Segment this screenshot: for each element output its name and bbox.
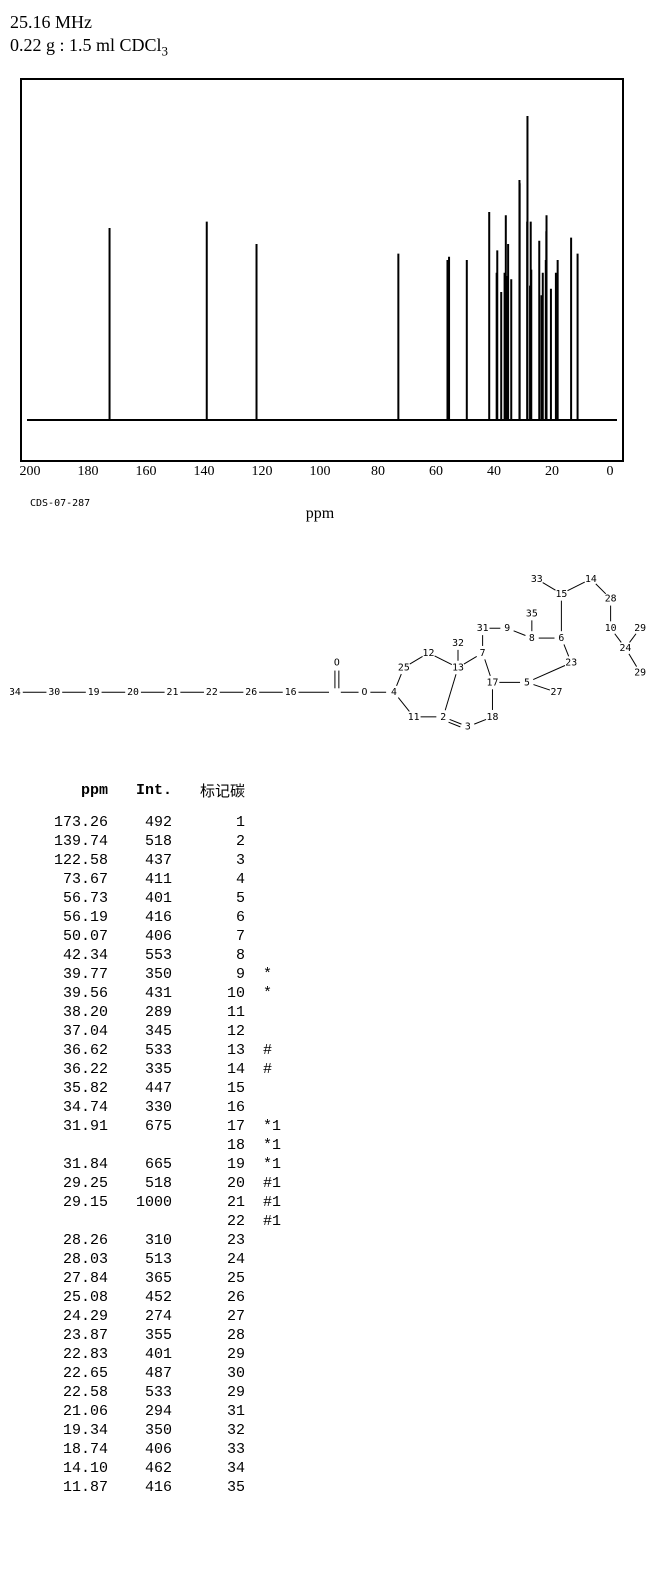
table-row: 173.264921 xyxy=(40,813,295,832)
table-row: 36.2233514# xyxy=(40,1060,295,1079)
table-row: 18.7440633 xyxy=(40,1440,295,1459)
svg-text:34: 34 xyxy=(10,687,21,698)
svg-text:17: 17 xyxy=(487,677,499,688)
table-row: 24.2927427 xyxy=(40,1307,295,1326)
axis-tick: 160 xyxy=(136,464,157,480)
table-row: 22.6548730 xyxy=(40,1364,295,1383)
table-row: 35.8244715 xyxy=(40,1079,295,1098)
header-line-2: 0.22 g : 1.5 ml CDCl3 xyxy=(10,35,641,60)
table-row: 73.674114 xyxy=(40,870,295,889)
table-row: 22.8340129 xyxy=(40,1345,295,1364)
svg-text:29: 29 xyxy=(634,623,646,634)
table-row: 38.2028911 xyxy=(40,1003,295,1022)
table-row: 42.345538 xyxy=(40,946,295,965)
svg-text:12: 12 xyxy=(423,647,435,658)
table-row: 19.3435032 xyxy=(40,1421,295,1440)
header-line-2-sub: 3 xyxy=(162,44,169,59)
axis-tick: 140 xyxy=(194,464,215,480)
svg-text:29: 29 xyxy=(634,667,646,678)
axis-tick: 0 xyxy=(607,464,614,480)
table-row: 18*1 xyxy=(40,1136,295,1155)
axis-tick: 200 xyxy=(20,464,41,480)
axis-tick: 20 xyxy=(545,464,559,480)
col-ppm: ppm xyxy=(40,778,122,803)
table-row: 31.8466519*1 xyxy=(40,1155,295,1174)
svg-text:11: 11 xyxy=(408,711,420,722)
svg-text:28: 28 xyxy=(605,593,617,604)
table-row: 27.8436525 xyxy=(40,1269,295,1288)
table-row: 28.0351324 xyxy=(40,1250,295,1269)
table-row: 22#1 xyxy=(40,1212,295,1231)
table-row: 37.0434512 xyxy=(40,1022,295,1041)
svg-text:16: 16 xyxy=(285,687,297,698)
table-row: 39.5643110* xyxy=(40,984,295,1003)
svg-text:33: 33 xyxy=(531,574,543,585)
table-row: 34.7433016 xyxy=(40,1098,295,1117)
svg-text:27: 27 xyxy=(551,687,563,698)
table-row: 36.6253313# xyxy=(40,1041,295,1060)
table-row: 122.584373 xyxy=(40,851,295,870)
molecular-structure-diagram: 3430192021222616OO4112318251213327319175… xyxy=(10,533,650,753)
peak-data-table: ppm Int. 标记碳 173.264921139.745182122.584… xyxy=(40,778,295,1497)
svg-text:19: 19 xyxy=(88,687,100,698)
svg-text:35: 35 xyxy=(526,608,538,619)
svg-text:23: 23 xyxy=(565,657,577,668)
table-row: 139.745182 xyxy=(40,832,295,851)
axis-tick: 40 xyxy=(487,464,501,480)
svg-text:3: 3 xyxy=(465,721,471,732)
svg-text:25: 25 xyxy=(398,662,410,673)
table-row: 31.9167517*1 xyxy=(40,1117,295,1136)
axis-tick: 100 xyxy=(310,464,331,480)
svg-text:15: 15 xyxy=(555,588,567,599)
spectrum-svg xyxy=(22,80,622,460)
table-row: 50.074067 xyxy=(40,927,295,946)
table-row: 21.0629431 xyxy=(40,1402,295,1421)
svg-text:O: O xyxy=(334,657,340,668)
svg-text:14: 14 xyxy=(585,574,597,585)
svg-text:24: 24 xyxy=(619,643,631,654)
table-row: 22.5853329 xyxy=(40,1383,295,1402)
svg-text:7: 7 xyxy=(480,647,486,658)
svg-text:9: 9 xyxy=(504,623,510,634)
svg-text:30: 30 xyxy=(48,687,60,698)
svg-text:20: 20 xyxy=(127,687,139,698)
svg-text:18: 18 xyxy=(487,711,499,722)
table-row: 39.773509* xyxy=(40,965,295,984)
axis-tick: 60 xyxy=(429,464,443,480)
svg-text:2: 2 xyxy=(440,711,446,722)
svg-text:32: 32 xyxy=(452,638,464,649)
svg-text:13: 13 xyxy=(452,662,464,673)
axis-tick: 120 xyxy=(252,464,273,480)
header-line-1: 25.16 MHz xyxy=(10,12,641,33)
x-axis-label: ppm xyxy=(10,505,630,523)
table-row: 56.734015 xyxy=(40,889,295,908)
table-row: 28.2631023 xyxy=(40,1231,295,1250)
svg-text:4: 4 xyxy=(391,687,397,698)
svg-text:6: 6 xyxy=(558,633,564,644)
table-row: 56.194166 xyxy=(40,908,295,927)
axis-tick: 180 xyxy=(78,464,99,480)
svg-text:22: 22 xyxy=(206,687,218,698)
table-header-row: ppm Int. 标记碳 xyxy=(40,778,295,803)
x-axis-ticks: 200180160140120100806040200 xyxy=(20,462,640,492)
table-row: 23.8735528 xyxy=(40,1326,295,1345)
col-carbon: 标记碳 xyxy=(186,778,259,803)
svg-text:31: 31 xyxy=(477,623,489,634)
table-row: 25.0845226 xyxy=(40,1288,295,1307)
svg-text:21: 21 xyxy=(167,687,179,698)
svg-text:26: 26 xyxy=(245,687,257,698)
svg-text:O: O xyxy=(362,687,368,698)
svg-text:8: 8 xyxy=(529,633,535,644)
table-row: 14.1046234 xyxy=(40,1459,295,1478)
col-int: Int. xyxy=(122,778,186,803)
table-row: 29.15100021#1 xyxy=(40,1193,295,1212)
table-row: 11.8741635 xyxy=(40,1478,295,1497)
header-line-2-text: 0.22 g : 1.5 ml CDCl xyxy=(10,35,162,55)
table-row: 29.2551820#1 xyxy=(40,1174,295,1193)
nmr-spectrum-chart xyxy=(20,78,624,462)
svg-text:10: 10 xyxy=(605,623,617,634)
svg-text:5: 5 xyxy=(524,677,530,688)
axis-tick: 80 xyxy=(371,464,385,480)
col-note xyxy=(259,778,295,803)
